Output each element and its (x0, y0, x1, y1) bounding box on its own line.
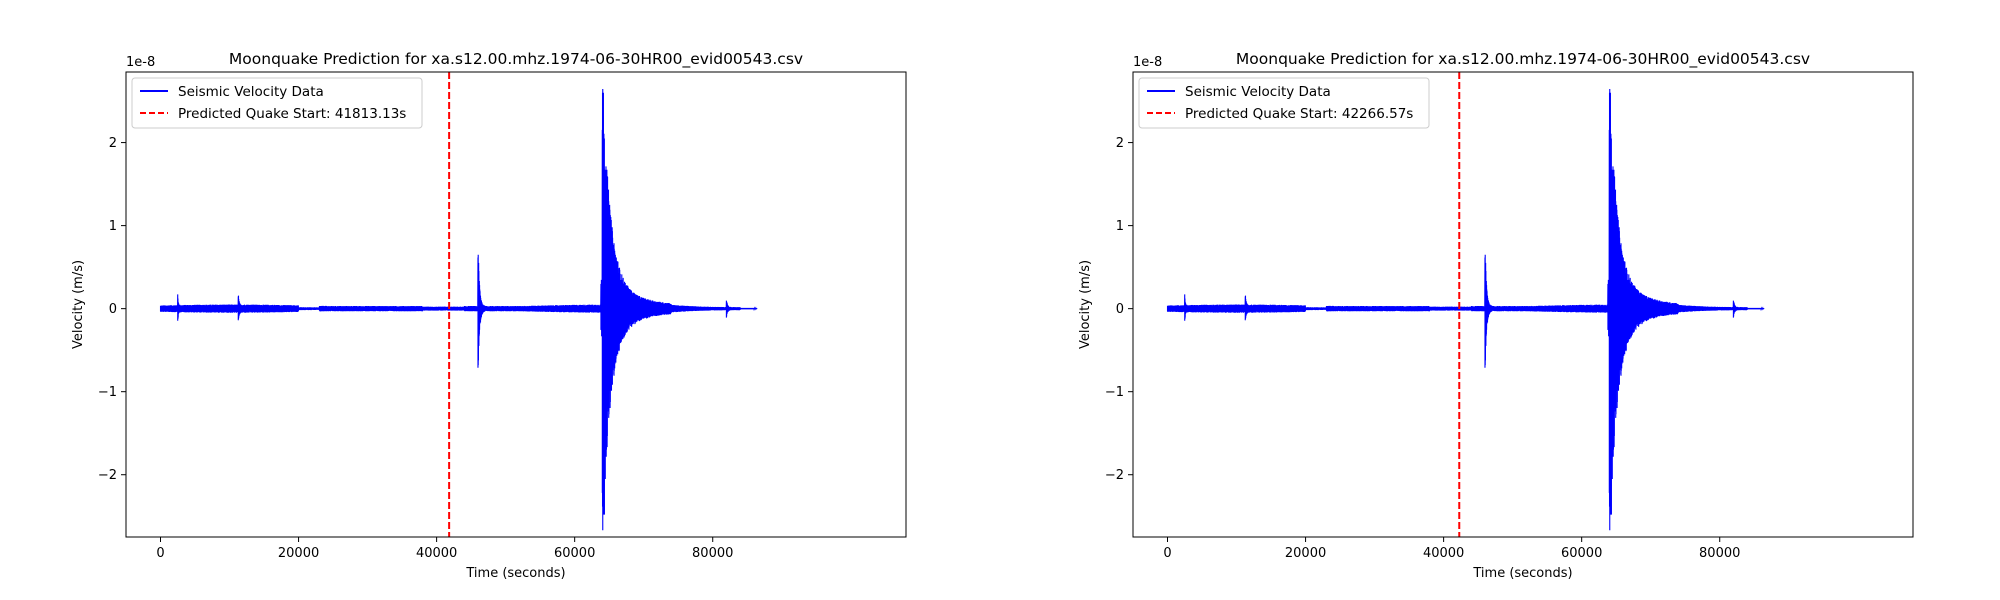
x-tick-label: 40000 (416, 546, 457, 561)
x-tick-label: 0 (156, 546, 164, 561)
axes-frame (125, 71, 907, 538)
series-line-seismic-velocity (159, 88, 758, 531)
legend-label-seismic: Seismic Velocity Data (178, 84, 324, 100)
legend-label-predicted: Predicted Quake Start: 42266.57s (1185, 106, 1413, 122)
x-axis-label: Time (seconds) (1472, 566, 1572, 581)
y-offset-label: 1e-8 (126, 55, 155, 70)
y-offset-label: 1e-8 (1133, 55, 1162, 70)
y-tick-label: 2 (109, 136, 117, 151)
x-tick-label: 80000 (692, 546, 733, 561)
chart-panel-1: 0 20000 40000 60000 80000 −2 −1 0 1 2 1e-8 Moonquak… (71, 50, 907, 581)
y-tick-label: −2 (98, 468, 117, 483)
chart-title: Moonquake Prediction for xa.s12.00.mhz.1… (229, 50, 803, 69)
legend-box (131, 77, 423, 129)
y-axis-label: Velocity (m/s) (1078, 260, 1093, 349)
x-tick-label: 20000 (1285, 546, 1326, 561)
y-tick-label: −2 (1105, 468, 1124, 483)
y-tick-label: 1 (1116, 219, 1124, 234)
x-tick-label: 20000 (278, 546, 319, 561)
y-tick-label: 0 (1116, 302, 1124, 317)
y-tick-label: 0 (109, 302, 117, 317)
x-axis-label: Time (seconds) (465, 566, 565, 581)
legend-label-predicted: Predicted Quake Start: 41813.13s (178, 106, 406, 122)
chart-panel-2: 0 20000 40000 60000 80000 −2 −1 0 1 2 1e-8 Moonquak… (1078, 50, 1914, 581)
x-tick-label: 80000 (1699, 546, 1740, 561)
series-line-seismic-velocity (1166, 88, 1765, 531)
legend-box (1138, 77, 1430, 129)
chart-title: Moonquake Prediction for xa.s12.00.mhz.1… (1236, 50, 1810, 69)
legend: Seismic Velocity Data Predicted Quake Sta… (131, 77, 423, 129)
y-tick-label: 2 (1116, 136, 1124, 151)
x-tick-label: 60000 (1561, 546, 1602, 561)
legend: Seismic Velocity Data Predicted Quake Sta… (1138, 77, 1430, 129)
axes-frame (1132, 71, 1914, 538)
x-tick-label: 40000 (1423, 546, 1464, 561)
y-axis-label: Velocity (m/s) (71, 260, 86, 349)
y-tick-label: −1 (1105, 385, 1124, 400)
legend-label-seismic: Seismic Velocity Data (1185, 84, 1331, 100)
x-tick-label: 0 (1163, 546, 1171, 561)
x-tick-label: 60000 (554, 546, 595, 561)
y-tick-label: 1 (109, 219, 117, 234)
y-tick-label: −1 (98, 385, 117, 400)
